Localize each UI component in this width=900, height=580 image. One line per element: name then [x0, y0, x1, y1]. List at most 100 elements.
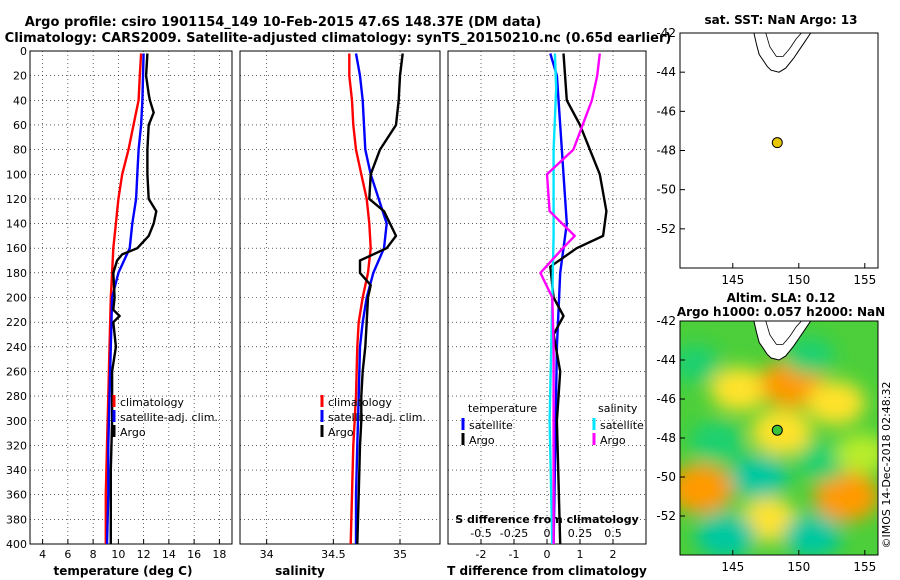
s-axis-label: S difference from climatology	[455, 513, 639, 526]
legend-entry: Argo	[600, 434, 626, 447]
x-tick-label: 35	[393, 548, 407, 561]
map-y-tick-label: -48	[656, 431, 676, 445]
map-x-tick-label: 155	[853, 273, 876, 287]
argo-float-marker	[771, 424, 783, 436]
map-y-tick-label: -46	[656, 392, 676, 406]
depth-tick-label: 340	[6, 464, 27, 477]
difference-panel: -2 -1 0 1 2 T difference from climatology -0.5…	[447, 50, 647, 578]
series-line-climatology	[348, 53, 372, 545]
sla-anomaly-blob	[806, 380, 865, 425]
map-x-tick-label: 145	[721, 273, 744, 287]
sla-anomaly-blob	[688, 420, 745, 463]
sla-anomaly-blob	[680, 344, 722, 383]
series-line-satellite-adj-clim-	[105, 53, 145, 545]
depth-tick-label: 280	[6, 390, 27, 403]
legend-entry: satellite	[469, 419, 513, 432]
salinity-panel: 34 34.5 35 salinity climatology satellite-adj…	[239, 50, 441, 578]
x-tick-label: -2	[476, 548, 487, 561]
s-tick-label: 0	[544, 527, 551, 540]
depth-tick-label: 60	[13, 119, 27, 132]
depth-tick-label: 80	[13, 144, 27, 157]
map-content	[753, 33, 812, 73]
x-tick-label: 2	[610, 548, 617, 561]
map-y-tick-label: -46	[656, 104, 676, 118]
map-x-tick-label: 155	[853, 560, 876, 574]
depth-tick-label: 40	[13, 94, 27, 107]
sla-anomaly-blob	[782, 513, 842, 555]
title-line-2: Climatology: CARS2009. Satellite-adjuste…	[5, 31, 672, 46]
series-line-s-satellite	[548, 53, 558, 545]
depth-tick-label: 360	[6, 489, 27, 502]
sst-map-panel: -42 -44 -46 -48 -50 -52 145 150 155	[656, 26, 879, 287]
legend-entry: climatology	[120, 396, 184, 409]
legend-entry: satellite-adj. clim.	[328, 411, 426, 424]
map-y-tick-label: -50	[656, 470, 676, 484]
series-line-t-argo	[549, 53, 608, 545]
x-axis-label: salinity	[275, 564, 325, 578]
tasmania-coastline	[753, 33, 812, 73]
depth-tick-label: 240	[6, 341, 27, 354]
depth-tick-label: 260	[6, 365, 27, 378]
series-line-argo	[109, 53, 158, 544]
title-line-1: Argo profile: csiro 1901154_149 10-Feb-2…	[25, 15, 542, 30]
imos-watermark: ©IMOS 14-Dec-2018 02:48:32	[880, 382, 893, 549]
depth-tick-label: 180	[6, 267, 27, 280]
depth-tick-label: 100	[6, 168, 27, 181]
x-tick-label: 1	[577, 548, 584, 561]
map-y-tick-label: -42	[656, 314, 676, 328]
depth-tick-label: 380	[6, 513, 27, 526]
map-x-tick-label: 145	[721, 560, 744, 574]
sla-map-panel: -42 -44 -46 -48 -50 -52 145 150 155	[656, 314, 879, 574]
x-axis-label: T difference from climatology	[447, 564, 647, 578]
coastline-detail	[765, 321, 802, 345]
depth-tick-label: 300	[6, 415, 27, 428]
depth-tick-label: 220	[6, 316, 27, 329]
depth-tick-label: 400	[6, 538, 27, 551]
map-y-tick-label: -52	[656, 509, 676, 523]
map-y-tick-label: -48	[656, 144, 676, 158]
map-y-tick-label: -44	[656, 65, 676, 79]
coastline-detail	[765, 33, 802, 57]
map-y-tick-label: -50	[656, 183, 676, 197]
x-tick-label: 12	[137, 548, 151, 561]
map-y-tick-label: -42	[656, 26, 676, 40]
x-tick-label: 14	[162, 548, 176, 561]
x-tick-label: 4	[39, 548, 46, 561]
sla-anomaly-blob	[730, 455, 789, 499]
sla-anomaly-blob	[783, 337, 835, 376]
depth-tick-label: 0	[20, 45, 27, 58]
x-axis-label: temperature (deg C)	[54, 564, 193, 578]
x-tick-label: 34	[260, 548, 274, 561]
legend-entry: satellite	[600, 419, 644, 432]
legend-entry: satellite-adj. clim.	[120, 411, 218, 424]
depth-tick-label: 120	[6, 193, 27, 206]
depth-tick-label: 140	[6, 218, 27, 231]
map-y-tick-label: -44	[656, 353, 676, 367]
s-tick-label: -0.5	[470, 527, 491, 540]
x-tick-label: 0	[544, 548, 551, 561]
temperature-panel: 0 20 40 60 80 100 120 140 160 180 200 220 240 260 280 3…	[6, 45, 233, 578]
legend-entry: climatology	[328, 396, 392, 409]
x-tick-label: 10	[111, 548, 125, 561]
depth-tick-label: 160	[6, 242, 27, 255]
s-tick-label: 0.5	[604, 527, 622, 540]
argo-float-marker	[771, 137, 783, 149]
series-line-argo	[356, 53, 404, 545]
x-tick-label: 6	[64, 548, 71, 561]
legend-entry: Argo	[120, 426, 146, 439]
sla-blobs	[680, 337, 878, 555]
map-x-tick-label: 150	[787, 560, 810, 574]
sla-anomaly-blob	[695, 512, 757, 555]
legend-title-temperature: temperature	[468, 402, 537, 415]
x-tick-label: 18	[212, 548, 226, 561]
x-tick-label: 16	[187, 548, 201, 561]
sst-map-title: sat. SST: NaN Argo: 13	[704, 13, 857, 27]
depth-tick-label: 200	[6, 292, 27, 305]
series-line-climatology	[104, 53, 143, 544]
map-x-tick-label: 150	[787, 273, 810, 287]
legend-entry: Argo	[469, 434, 495, 447]
sla-map-title-1: Altim. SLA: 0.12	[727, 291, 836, 305]
s-tick-label: -0.25	[500, 527, 528, 540]
series-line-s-argo	[539, 53, 601, 544]
